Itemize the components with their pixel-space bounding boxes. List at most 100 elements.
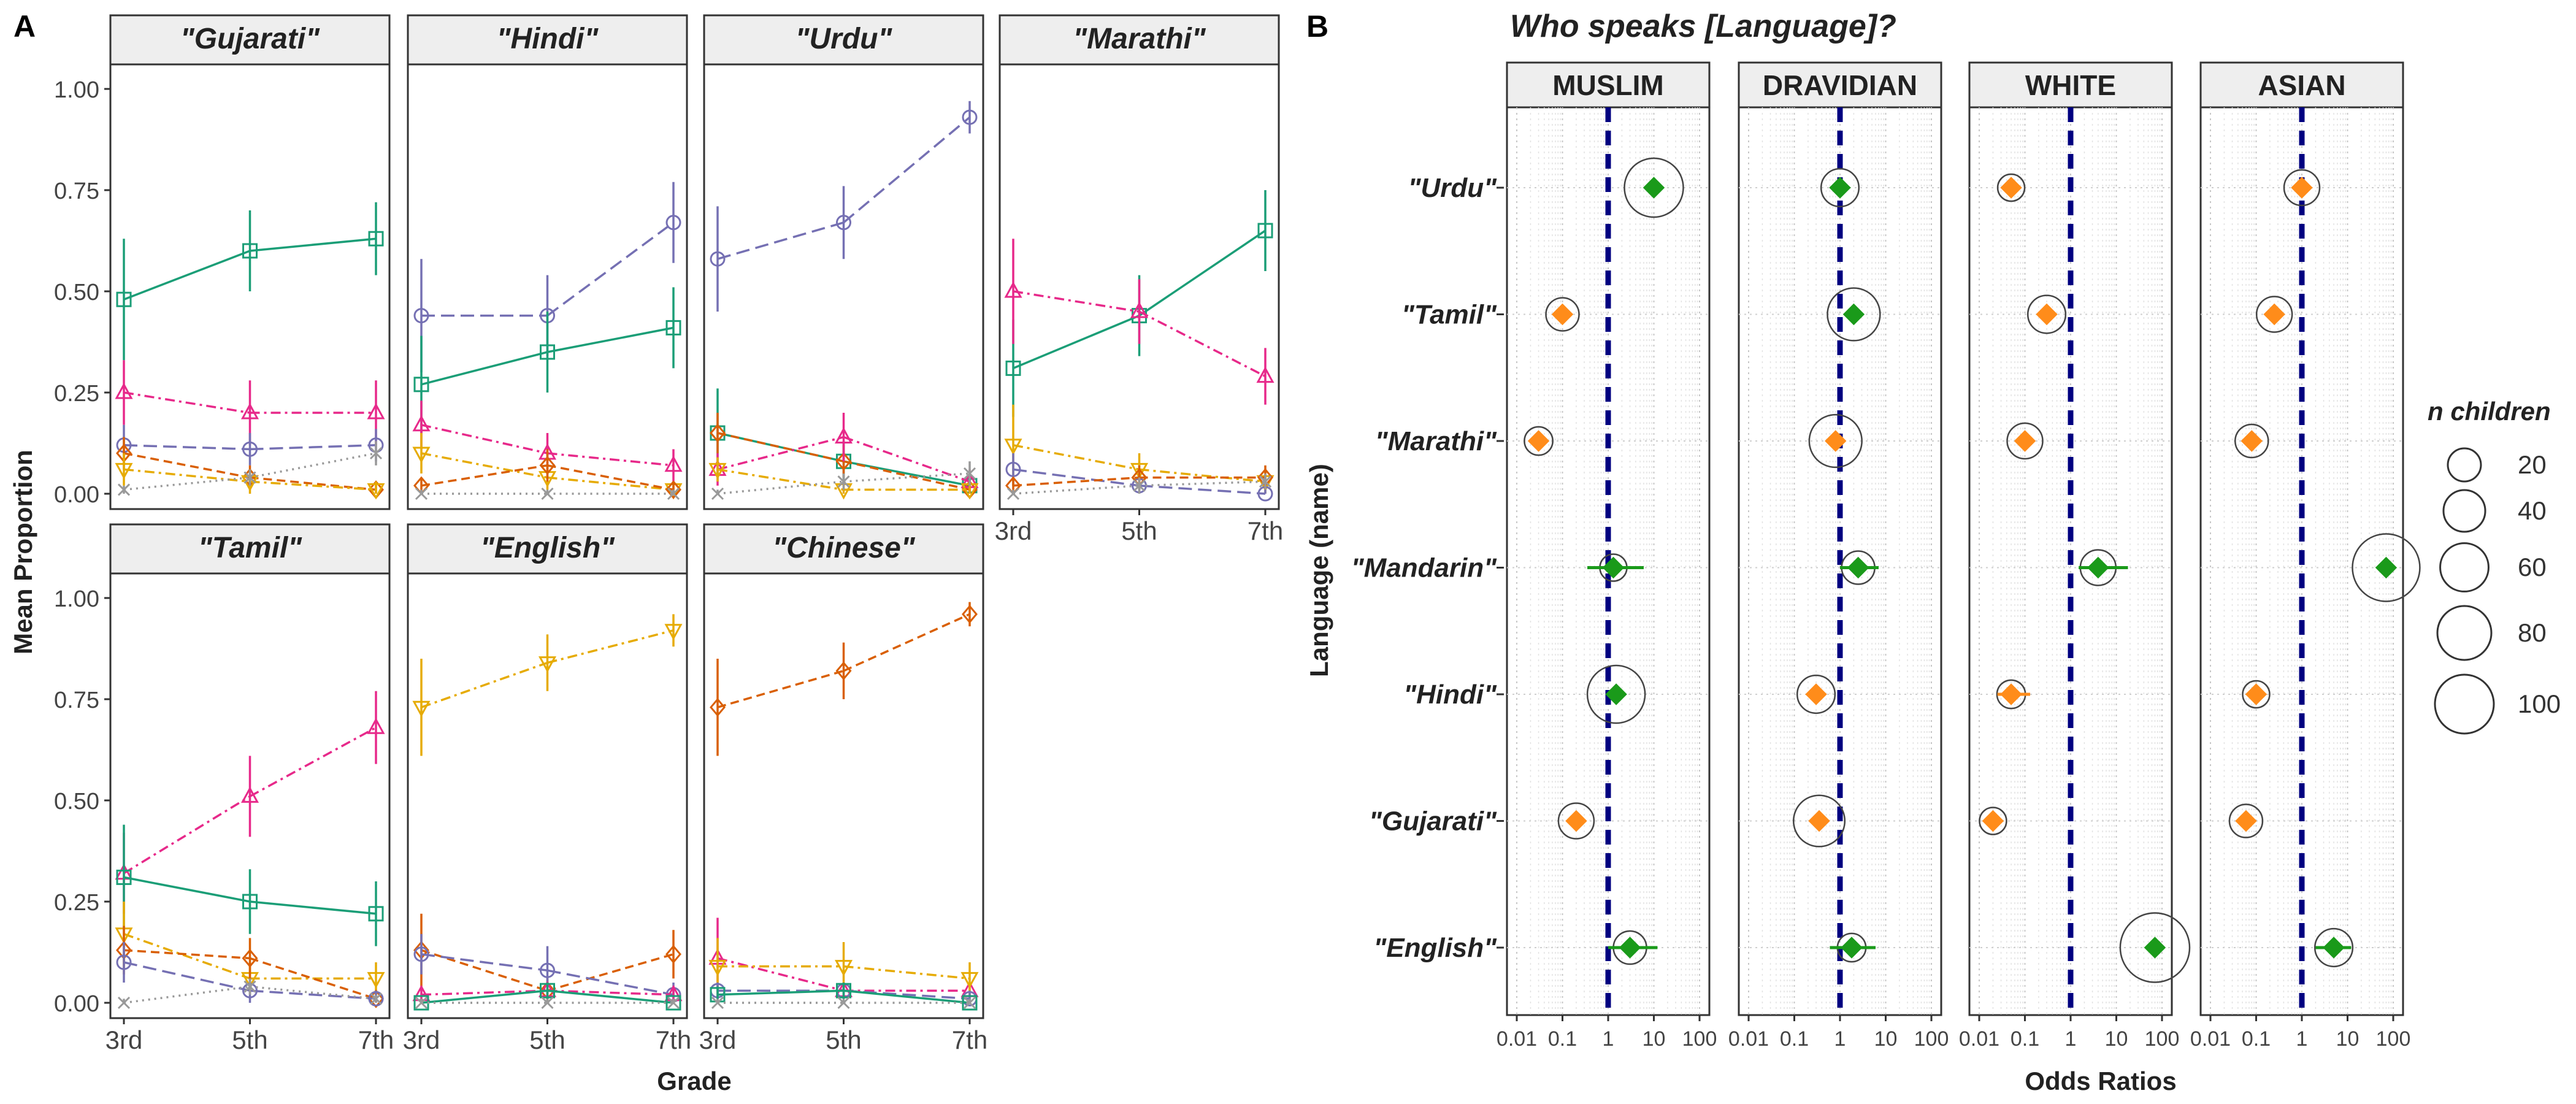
x-tick-label: 3rd [105, 1025, 143, 1054]
data-point-triangle [834, 427, 853, 444]
data-point-square [540, 344, 555, 360]
or-point [1524, 426, 1554, 456]
data-point-square [116, 869, 132, 885]
facet-strip [109, 14, 391, 66]
facet-strip [1968, 61, 2173, 109]
data-point-square [413, 377, 429, 393]
x-tick-label: 0.1 [2011, 1027, 2039, 1051]
sample-size-circle [2026, 294, 2067, 334]
data-point-circle [413, 308, 429, 324]
sample-size-circle [2006, 422, 2044, 460]
x-tick-label: 1 [2296, 1027, 2308, 1051]
series-line-segment [717, 670, 844, 708]
or-point [1996, 173, 2026, 202]
or-point [2026, 294, 2067, 334]
data-point-tridown [960, 972, 979, 989]
x-tick-label: 5th [826, 1025, 861, 1054]
or-point [2228, 803, 2264, 838]
series-line-segment [123, 933, 251, 980]
legend-circle [2439, 542, 2490, 592]
data-point-diamond [835, 451, 852, 471]
series-line-segment [421, 989, 548, 996]
or-point [1840, 550, 1879, 585]
x-tick-label: 0.01 [1497, 1027, 1537, 1051]
facet-strip [999, 14, 1280, 66]
series-line-segment [843, 472, 970, 483]
data-point-x [837, 475, 850, 488]
x-tick-label: 100 [1682, 1027, 1717, 1051]
series-line-segment [1013, 444, 1140, 471]
sample-size-circle [2242, 680, 2271, 709]
series-grey [415, 996, 680, 1010]
or-point [2283, 169, 2321, 207]
facet-strip-label: "English" [480, 532, 615, 564]
data-point-diamond [962, 605, 978, 624]
y-tick-label: 0.75 [54, 688, 99, 713]
language-label: "Hindi" [1403, 680, 1497, 710]
series-line-segment [123, 444, 250, 451]
sample-size-circle [1545, 297, 1580, 332]
data-point-tridown [367, 972, 385, 989]
x-tick-label: 100 [2145, 1027, 2180, 1051]
data-point-x [243, 980, 256, 993]
panel-b-label: B [1306, 9, 1328, 44]
or-point [1623, 157, 1684, 218]
or-point [2119, 912, 2191, 983]
sample-size-circle [1827, 287, 1881, 342]
series-line-segment [250, 900, 377, 915]
legend-circle [2447, 447, 2482, 483]
x-tick-label: 1 [2065, 1027, 2077, 1051]
data-point-diamond [242, 949, 258, 968]
series-line-segment [123, 250, 251, 301]
series-pink [115, 691, 385, 914]
series-grey [711, 461, 976, 500]
series-line-segment [547, 452, 674, 467]
x-tick-label: 5th [1121, 516, 1157, 545]
series-line-segment [123, 476, 250, 491]
data-point-triangle [240, 786, 259, 803]
odds-ratio-diamond [2036, 303, 2058, 326]
x-tick-label: 100 [2376, 1027, 2411, 1051]
data-point-tridown [1004, 439, 1022, 455]
or-facet-white: WHITE 0.01 0.1 1 10 100 [1959, 61, 2191, 1051]
data-point-triangle [115, 382, 133, 399]
data-point-x [415, 996, 428, 1010]
data-point-square [116, 291, 132, 307]
facet-6: "Chinese" 3rd 5th 7th [699, 523, 987, 1054]
data-point-triangle [1256, 366, 1275, 383]
series-line-segment [717, 432, 844, 462]
data-point-square [368, 231, 384, 247]
data-point-x [963, 467, 976, 480]
or-point [1545, 297, 1580, 332]
x-tick-label: 7th [952, 1025, 987, 1054]
data-point-tridown [367, 483, 385, 500]
language-label: "Gujarati" [1369, 807, 1497, 837]
facet-5: "English" 3rd 5th 7th [403, 523, 691, 1054]
series-line-segment [1013, 290, 1140, 313]
data-point-diamond [835, 661, 852, 681]
data-point-circle [540, 962, 555, 978]
data-point-circle [368, 991, 384, 1006]
data-point-triangle [367, 718, 385, 734]
series-line-segment [843, 460, 970, 491]
y-tick-label: 0.25 [54, 890, 99, 916]
series-line-segment [1138, 229, 1266, 317]
y-tick-label: 0.50 [54, 280, 99, 305]
series-gold [412, 614, 683, 756]
data-point-circle [836, 215, 851, 231]
series-line-segment [843, 116, 971, 224]
y-tick-label: 0.00 [54, 482, 99, 508]
data-point-x [541, 487, 554, 500]
data-point-x [837, 996, 850, 1010]
y-tick-label: 1.00 [54, 586, 99, 612]
series-line-segment [547, 989, 674, 996]
panel-a-line-charts: "Gujarati" 0.00 0.25 0.50 0.75 1.00 "Hindi" "Ur… [54, 14, 1283, 1054]
series-line-segment [421, 424, 548, 454]
panel-a-y-axis-title: Mean Proportion [9, 450, 37, 654]
or-point [1820, 167, 1860, 208]
sample-size-circle [1808, 413, 1863, 469]
panel-b-odds-ratio-plots: "Urdu" "Tamil" "Marathi" "Mandarin" "Hindi" "… [1351, 61, 2421, 1051]
data-point-x [117, 996, 131, 1010]
sample-size-circle [2314, 927, 2354, 968]
